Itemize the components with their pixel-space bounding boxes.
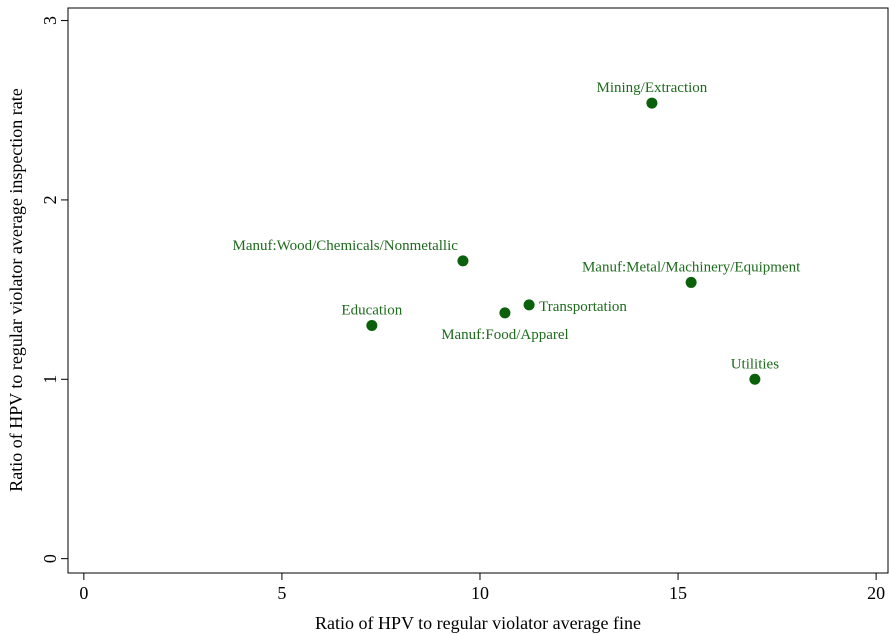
- point: [646, 97, 658, 109]
- point-label: Mining/Extraction: [596, 80, 707, 96]
- x-tick-label: 20: [867, 583, 885, 603]
- x-tick-label: 0: [79, 583, 88, 603]
- point-label: Transportation: [539, 299, 627, 315]
- point: [366, 319, 378, 331]
- point: [499, 307, 511, 319]
- point-label: Manuf:Wood/Chemicals/Nonmetallic: [233, 238, 459, 254]
- point-label: Utilities: [731, 356, 779, 372]
- x-axis-title: Ratio of HPV to regular violator average…: [315, 613, 641, 633]
- point: [685, 276, 697, 288]
- point-label: Education: [341, 302, 402, 318]
- point-label: Manuf:Metal/Machinery/Equipment: [582, 259, 801, 275]
- x-tick-label: 10: [471, 583, 489, 603]
- x-tick-label: 5: [277, 583, 286, 603]
- y-tick-label: 3: [40, 16, 60, 25]
- y-tick-label: 2: [40, 195, 60, 204]
- plot-frame: [67, 7, 889, 574]
- y-tick-label: 1: [40, 375, 60, 384]
- x-tick-label: 15: [669, 583, 687, 603]
- point: [523, 299, 535, 311]
- y-tick-label: 0: [40, 554, 60, 563]
- point: [749, 373, 761, 385]
- point: [457, 255, 469, 267]
- point-label: Manuf:Food/Apparel: [441, 327, 568, 343]
- y-axis-title: Ratio of HPV to regular violator average…: [6, 88, 26, 492]
